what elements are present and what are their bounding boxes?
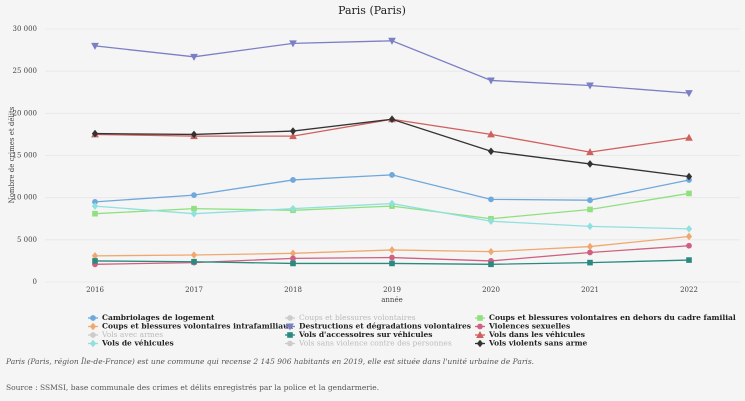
series-line [94,118,690,153]
data-point [487,247,495,256]
data-point [686,257,692,263]
note: Paris (Paris, région Île-de-France) est … [5,357,534,366]
legend-label: Coups et blessures volontaires en dehors… [489,313,736,322]
source: Source : SSMSI, base communale des crime… [6,383,379,392]
y-tick-label: 10 000 [13,194,38,202]
data-point [487,217,495,226]
y-tick-label: 30 000 [13,25,38,33]
data-point [587,197,593,204]
legend-marker [477,315,483,321]
y-tick-label: 25 000 [13,67,38,75]
data-point [191,258,197,265]
data-point [289,127,297,135]
legend-label: Violences sexuelles [488,322,570,331]
legend-label: Vols dans les véhicules [488,330,585,339]
x-tick-label: 2016 [86,286,104,294]
legend-marker [287,340,293,347]
data-point [190,130,198,139]
y-tick-label: 0 [33,278,37,286]
data-point [190,53,198,61]
series-line [94,40,690,94]
y-tick-label: 5 000 [17,236,37,244]
legend-label: Destructions et dégradations volontaires [299,322,471,331]
series-line [94,118,690,178]
legend-marker [287,315,293,321]
data-point [290,255,296,262]
data-point [587,206,593,213]
y-axis-label: Nombre de crimes et délits [8,106,16,203]
data-point [587,249,593,256]
data-point [92,210,98,217]
data-point [587,259,593,266]
data-point [388,37,396,45]
data-point [289,132,297,140]
legend-label: Vols sans violence contre des personnes [298,339,452,348]
data-point [190,209,198,218]
data-point [191,192,197,199]
data-point [289,204,297,213]
data-point [488,196,494,203]
data-point [586,222,594,231]
x-axis-label: année [381,296,402,304]
data-point [685,133,693,141]
data-point [586,82,594,90]
legend-label: Vols violents sans arme [488,339,588,348]
data-point [488,261,494,268]
legend-marker [90,332,96,338]
data-point [92,258,98,264]
legend-marker [476,339,484,348]
data-point [91,42,99,50]
chart-title: Paris (Paris) [338,4,406,17]
data-point [289,40,297,48]
data-point [586,160,594,168]
data-point [389,254,395,261]
legend-marker [286,323,294,331]
data-point [586,242,594,251]
data-point [586,148,594,156]
x-tick-label: 2020 [482,286,500,294]
data-point [389,260,395,267]
legend-marker [89,322,97,331]
data-point [487,147,495,156]
data-point [685,90,693,98]
data-point [388,199,396,208]
x-tick-label: 2019 [383,286,401,294]
data-point [190,251,198,259]
y-tick-label: 15 000 [13,152,38,160]
legend-marker [90,315,96,321]
legend-label: Coups et blessures volontaires intrafami… [102,322,294,331]
legend-label: Cambriolages de logement [102,313,215,322]
legend-marker [89,339,97,348]
legend-marker [477,323,483,330]
data-point [91,252,99,260]
data-point [487,77,495,85]
data-point [290,177,296,183]
legend-marker [476,330,484,338]
legend-label: Coups et blessures volontaires [299,313,416,322]
data-point [685,225,693,233]
data-point [91,129,99,138]
data-point [388,246,396,254]
data-point [487,130,495,138]
y-tick-label: 20 000 [13,109,38,117]
data-point [388,115,396,124]
legend-label: Vols de véhicules [101,339,174,348]
legend-label: Vols d'accessoires sur véhicules [298,330,433,339]
legend-label: Vols avec armes [101,330,163,339]
data-point [686,242,692,249]
x-tick-label: 2022 [680,286,698,294]
legend-marker [287,332,293,338]
data-point [91,202,99,210]
x-tick-label: 2017 [185,286,203,294]
data-point [290,260,296,267]
x-tick-label: 2018 [284,286,302,294]
x-tick-label: 2021 [581,286,599,294]
data-point [686,190,692,197]
data-point [685,172,693,181]
data-point [289,249,297,258]
data-point [685,232,693,241]
data-point [389,171,395,178]
